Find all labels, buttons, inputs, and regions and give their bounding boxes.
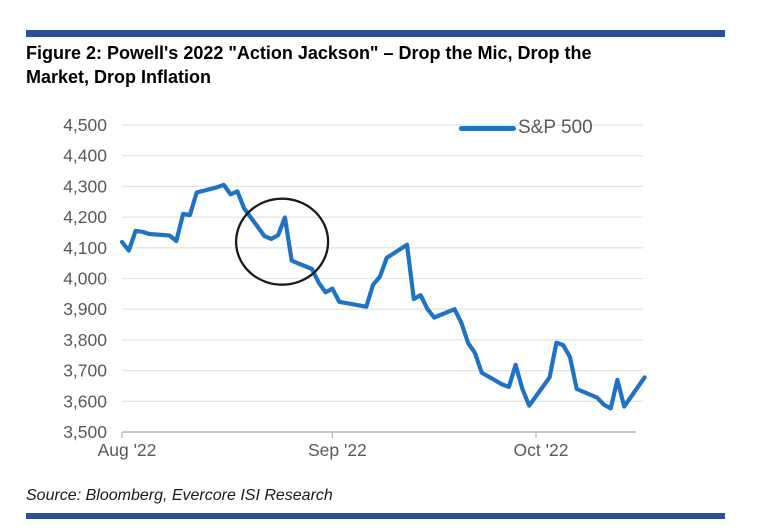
y-axis-label: 4,400 [63, 146, 107, 166]
x-axis-label: Aug '22 [98, 440, 157, 460]
y-axis-label: 4,100 [63, 238, 107, 258]
price-line [119, 182, 647, 411]
accent-bar-top [26, 30, 725, 37]
y-axis-label: 4,000 [63, 269, 107, 289]
chart-legend: S&P 500 [459, 117, 593, 139]
legend-line-swatch [459, 125, 516, 131]
y-axis-label: 3,600 [63, 391, 107, 411]
legend-label: S&P 500 [518, 117, 593, 138]
y-axis-label: 3,500 [63, 422, 107, 442]
y-axis-label: 3,900 [63, 299, 107, 319]
jackson-hole-circle-annotation [234, 197, 330, 286]
source-note: Source: Bloomberg, Evercore ISI Research [26, 487, 333, 504]
y-axis-label: 4,500 [63, 115, 107, 135]
y-axis-label: 4,200 [63, 207, 107, 227]
accent-bar-bottom [26, 513, 725, 519]
x-axis-label: Sep '22 [308, 440, 367, 460]
y-axis-label: 3,800 [63, 330, 107, 350]
y-axis-label: 3,700 [63, 361, 107, 381]
y-axis-label: 4,300 [63, 176, 107, 196]
figure-title: Figure 2: Powell's 2022 "Action Jackson"… [26, 43, 592, 87]
x-axis-label: Oct '22 [514, 440, 569, 460]
